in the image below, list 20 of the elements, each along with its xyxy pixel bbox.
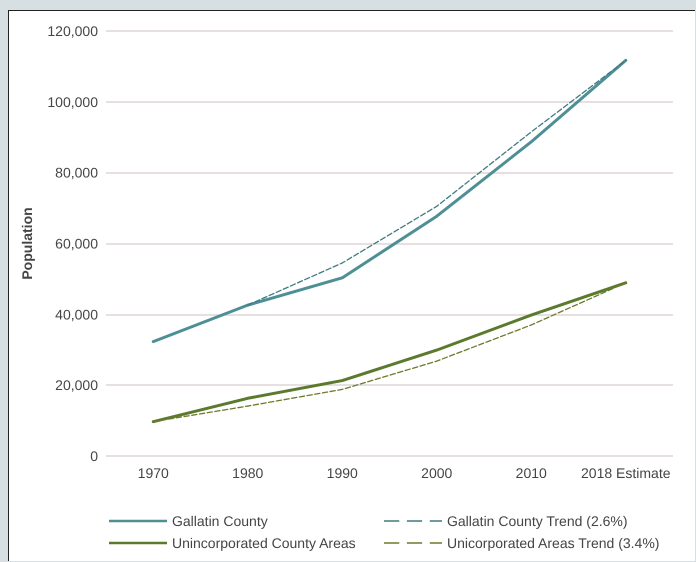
legend-label: Gallatin County <box>172 513 268 529</box>
legend-label: Gallatin County Trend (2.6%) <box>447 513 628 529</box>
y-tick-label: 40,000 <box>55 306 98 322</box>
line-series <box>152 58 628 344</box>
x-tick-label: 1970 <box>138 465 170 481</box>
y-tick-label: 80,000 <box>55 164 98 181</box>
legend-label: Unincorporated County Areas <box>172 535 356 551</box>
y-axis-title: Population <box>19 207 35 280</box>
y-tick-label: 120,000 <box>47 23 98 39</box>
line-series <box>247 60 626 306</box>
y-tick-label: 0 <box>90 448 98 464</box>
x-tick-label: 2000 <box>421 465 453 481</box>
x-tick-label: 1980 <box>232 465 264 481</box>
legend-label: Unicorporated Areas Trend (3.4%) <box>447 535 660 551</box>
y-tick-label: 20,000 <box>55 377 98 394</box>
x-tick-label: 1990 <box>326 465 358 481</box>
y-tick-label: 100,000 <box>47 94 98 110</box>
x-tick-label: 2010 <box>516 465 548 481</box>
y-tick-label: 60,000 <box>55 236 98 252</box>
x-tick-label: 2018 Estimate <box>581 465 671 481</box>
